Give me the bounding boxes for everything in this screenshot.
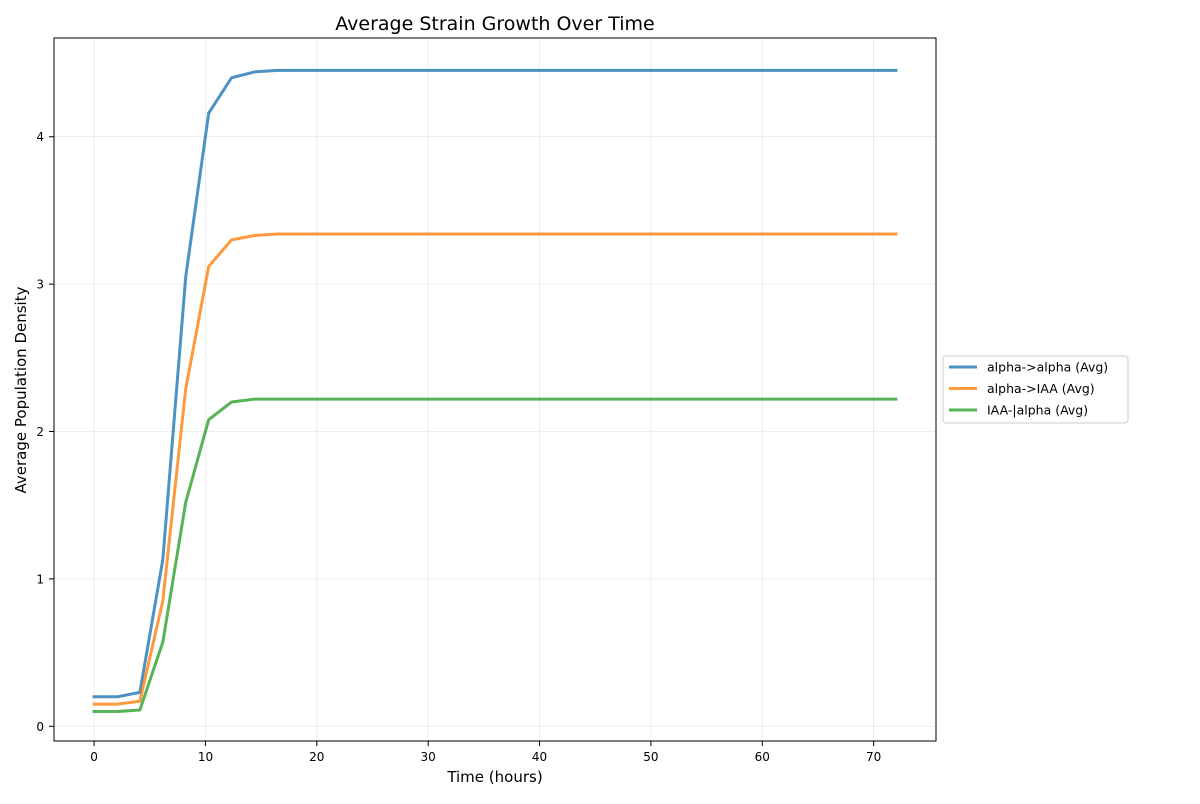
y-tick-label: 0 bbox=[36, 720, 44, 734]
x-tick-label: 70 bbox=[866, 750, 881, 764]
x-tick-label: 50 bbox=[643, 750, 658, 764]
x-tick-label: 20 bbox=[309, 750, 324, 764]
y-tick-label: 1 bbox=[36, 572, 44, 586]
y-axis-label: Average Population Density bbox=[12, 286, 30, 493]
legend-box bbox=[942, 355, 1129, 424]
y-tick-label: 3 bbox=[36, 278, 44, 292]
series-lines bbox=[92, 68, 898, 714]
x-tick-label: 40 bbox=[532, 750, 547, 764]
series-line-3 bbox=[92, 397, 898, 714]
x-tick-label: 60 bbox=[755, 750, 770, 764]
x-tick-label: 0 bbox=[90, 750, 98, 764]
legend-label-2: alpha->IAA (Avg) bbox=[987, 381, 1095, 396]
legend-label-3: IAA-|alpha (Avg) bbox=[987, 403, 1088, 418]
chart-title: Average Strain Growth Over Time bbox=[335, 13, 654, 35]
legend-label-1: alpha->alpha (Avg) bbox=[987, 360, 1108, 375]
x-axis-label: Time (hours) bbox=[446, 768, 542, 786]
x-tick-label: 30 bbox=[421, 750, 436, 764]
grid bbox=[54, 38, 936, 741]
series-line-1 bbox=[92, 68, 898, 699]
x-tick-label: 10 bbox=[198, 750, 213, 764]
legend: alpha->alpha (Avg) alpha->IAA (Avg) IAA-|a… bbox=[942, 355, 1129, 424]
y-tick-label: 4 bbox=[36, 130, 44, 144]
y-tick-label: 2 bbox=[36, 425, 44, 439]
plot-frame bbox=[53, 37, 937, 742]
series-line-2 bbox=[92, 232, 898, 706]
axis-ticks: 0 10 20 30 40 50 60 70 0 1 2 3 4 bbox=[36, 130, 881, 764]
